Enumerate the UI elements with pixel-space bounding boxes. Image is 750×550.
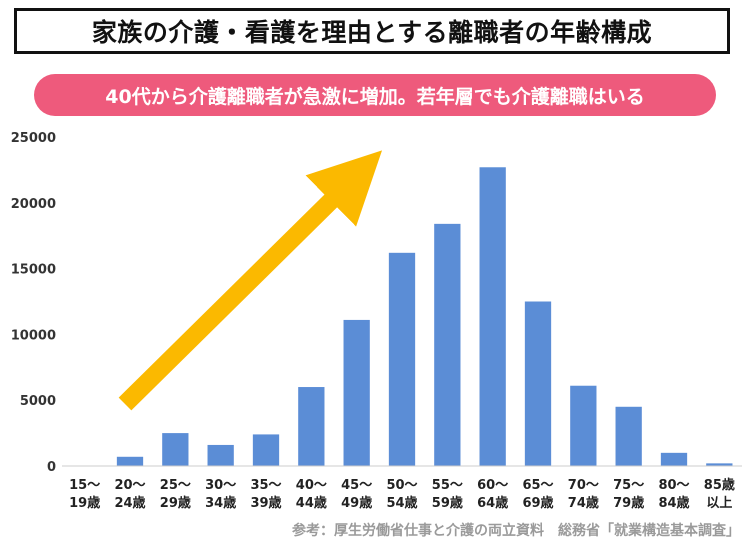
- x-tick-label-top: 35～: [250, 478, 281, 493]
- x-tick-label-top: 30～: [205, 478, 236, 493]
- x-tick-label-top: 75～: [613, 478, 644, 493]
- bars: [116, 167, 733, 466]
- x-tick-label-top: 15～: [69, 478, 100, 493]
- y-tick-label: 0: [47, 460, 56, 475]
- x-tick-label-bottom: 34歳: [205, 495, 236, 511]
- chart-title: 家族の介護・看護を理由とする離職者の年齢構成: [91, 18, 653, 47]
- x-tick-label-bottom: 84歳: [658, 495, 689, 511]
- x-tick-label-top: 65～: [522, 478, 553, 493]
- x-tick-label-bottom: 79歳: [613, 495, 644, 511]
- y-tick-label: 5000: [20, 394, 56, 409]
- x-tick-label-top: 85歳: [704, 477, 735, 493]
- x-tick-label-bottom: 24歳: [114, 495, 145, 511]
- x-tick-label-top: 60～: [477, 478, 508, 493]
- x-tick-label-top: 80～: [658, 478, 689, 493]
- x-tick-label-top: 50～: [386, 478, 417, 493]
- x-tick-label-top: 25～: [160, 478, 191, 493]
- x-tick-label-top: 20～: [114, 478, 145, 493]
- source-note: 参考：厚生労働省仕事と介護の両立資料 総務省「就業構造基本調査」: [292, 523, 740, 539]
- x-tick-label-top: 70～: [568, 478, 599, 493]
- x-tick-label-top: 45～: [341, 478, 372, 493]
- bar: [343, 319, 370, 466]
- bar: [298, 387, 325, 466]
- x-tick-label-top: 55～: [432, 478, 463, 493]
- bar: [479, 167, 506, 466]
- y-tick-label: 15000: [11, 263, 56, 278]
- x-axis-labels: 15～ 19歳 20～ 24歳 25～ 29歳 30～ 34歳 35～ 39歳 40～ 44歳 45～ 4…: [69, 477, 735, 511]
- x-tick-label-bottom: 59歳: [432, 495, 463, 511]
- bar: [706, 463, 733, 466]
- y-tick-label: 20000: [11, 197, 56, 212]
- y-tick-label: 10000: [11, 328, 56, 343]
- bar: [388, 252, 416, 466]
- x-tick-label-top: 40～: [296, 478, 327, 493]
- bar: [570, 385, 597, 466]
- bar: [162, 433, 189, 466]
- bar: [116, 456, 144, 466]
- x-tick-label-bottom: 29歳: [160, 495, 191, 511]
- x-tick-label-bottom: 74歳: [568, 495, 599, 511]
- bar: [207, 444, 234, 466]
- x-tick-label-bottom: 49歳: [341, 495, 372, 511]
- x-tick-label-bottom: 64歳: [477, 495, 508, 511]
- bar: [615, 406, 642, 466]
- upward-trend-arrow-icon: [118, 150, 383, 411]
- x-tick-label-bottom: 19歳: [69, 495, 100, 511]
- x-tick-label-bottom: 54歳: [386, 495, 417, 511]
- title-box: 家族の介護・看護を理由とする離職者の年齢構成: [14, 8, 730, 54]
- bar: [434, 223, 461, 466]
- x-tick-label-bottom: 39歳: [250, 495, 281, 511]
- y-axis: 0 5000 10000 15000 20000 25000: [11, 131, 56, 475]
- bar: [524, 301, 552, 466]
- bar: [660, 452, 688, 466]
- y-tick-label: 25000: [11, 131, 56, 146]
- x-tick-label-bottom: 69歳: [522, 495, 553, 511]
- subtitle-banner: 40代から介護離職者が急激に増加。若年層でも介護離職はいる: [34, 74, 716, 116]
- bar: [252, 434, 280, 466]
- x-tick-label-bottom: 以上: [706, 496, 732, 511]
- chart-subtitle: 40代から介護離職者が急激に増加。若年層でも介護離職はいる: [105, 85, 645, 108]
- x-tick-label-bottom: 44歳: [296, 495, 327, 511]
